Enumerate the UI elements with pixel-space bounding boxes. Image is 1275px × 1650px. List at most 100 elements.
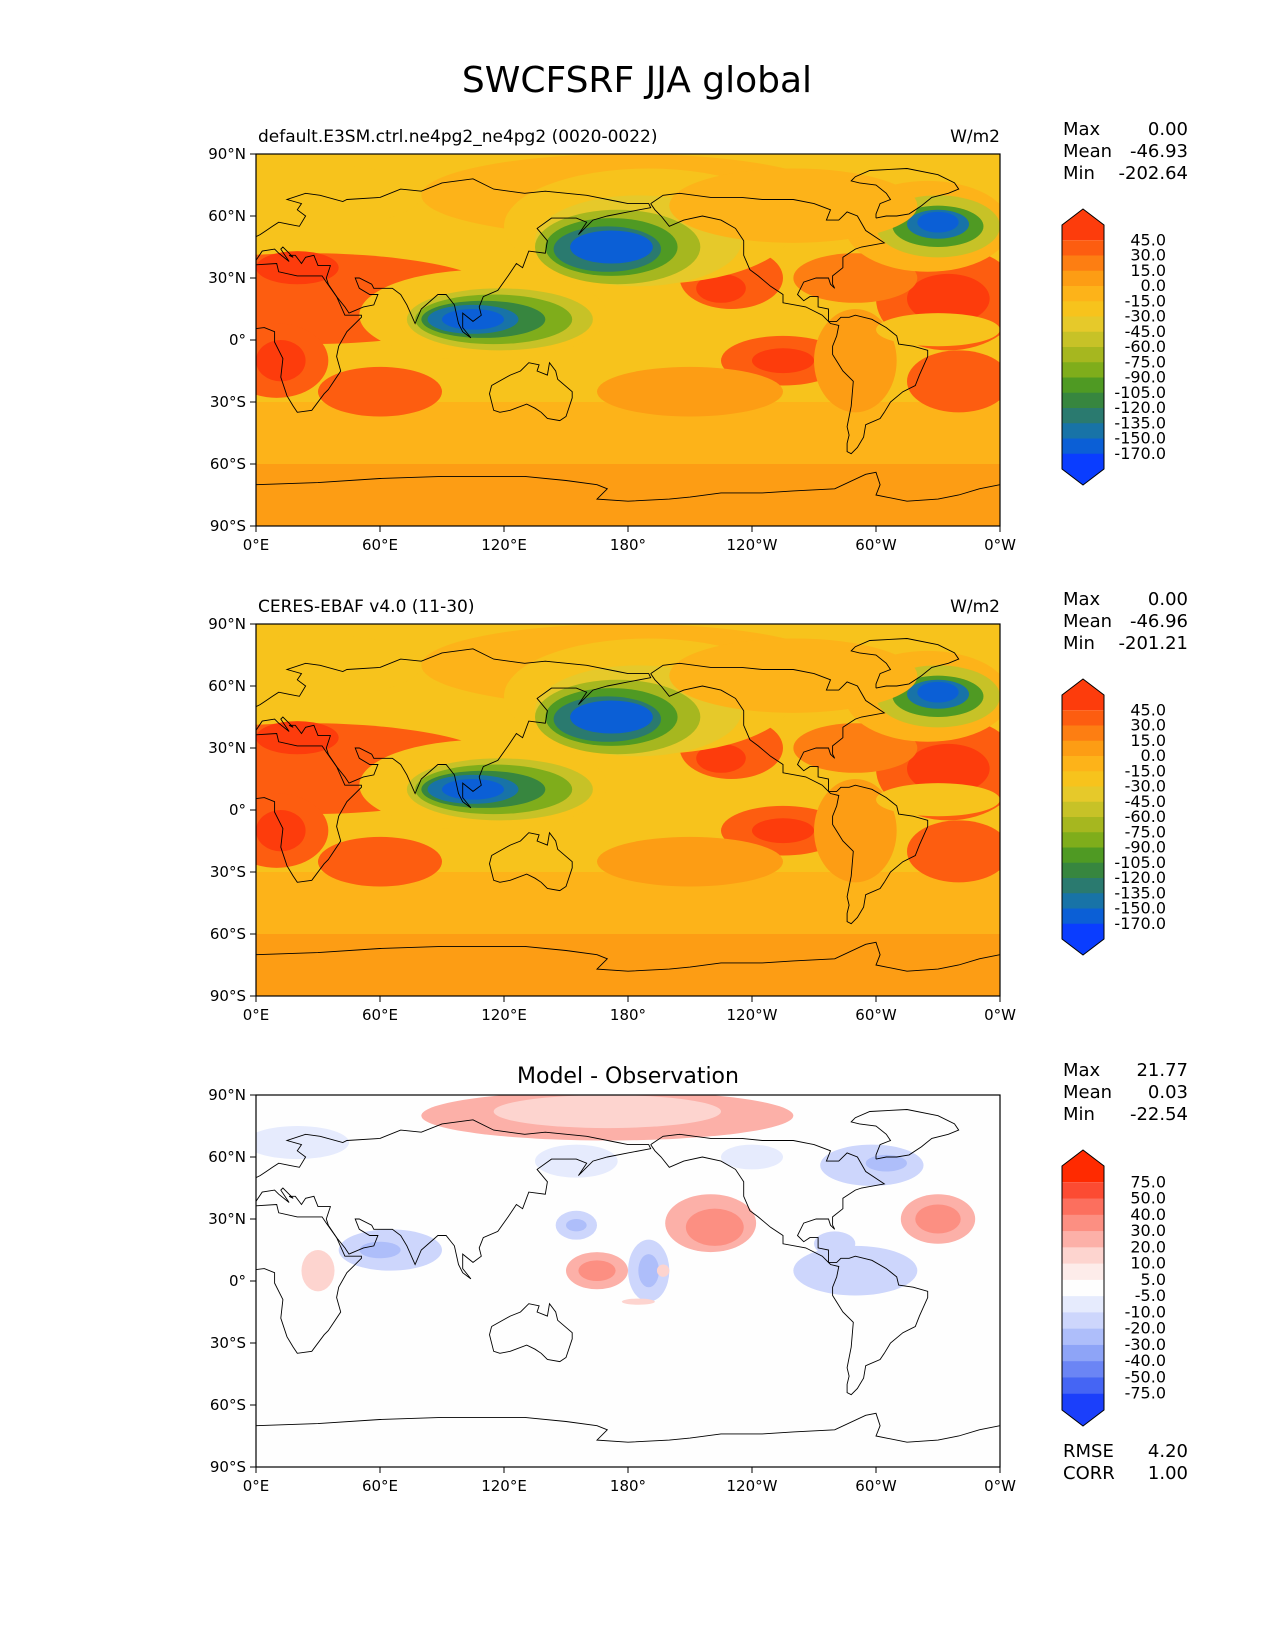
colorbar-segment bbox=[1062, 362, 1104, 378]
field-contour bbox=[318, 836, 442, 887]
y-tick-label: 90°N bbox=[208, 145, 246, 163]
stat-value-max: 0.00 bbox=[1148, 119, 1188, 140]
coastline bbox=[256, 178, 652, 339]
y-tick-label: 0° bbox=[229, 1272, 246, 1290]
panel-title: default.E3SM.ctrl.ne4pg2_ne4pg2 (0020-00… bbox=[258, 127, 658, 147]
field-contour bbox=[493, 1095, 721, 1129]
stat-label-mean: Mean bbox=[1063, 1082, 1112, 1103]
colorbar-segment bbox=[1062, 878, 1104, 894]
field-contour bbox=[876, 783, 1000, 817]
colorbar-segment bbox=[1062, 710, 1104, 726]
field-contour bbox=[535, 1144, 618, 1178]
colorbar-segment bbox=[1062, 817, 1104, 833]
colorbar-tick-label: -170.0 bbox=[1114, 914, 1166, 933]
map-panel-3: 0°E 60°E 120°E 180° 120°W 60°W 0°W 90°N 60°N 30°N… bbox=[208, 1060, 1188, 1495]
stat-value-min: -202.64 bbox=[1119, 163, 1188, 184]
stat-value-mean: 0.03 bbox=[1148, 1082, 1188, 1103]
coastline bbox=[850, 638, 960, 689]
field-contour bbox=[752, 818, 814, 844]
colorbar-tick-label: -120.0 bbox=[1114, 868, 1166, 887]
y-tick-label: 60°S bbox=[210, 925, 246, 943]
colorbar-segment bbox=[1062, 756, 1104, 772]
field-contour bbox=[721, 1144, 783, 1170]
map-field bbox=[256, 624, 1000, 996]
colorbar-segment bbox=[1062, 1328, 1104, 1346]
field-contour bbox=[685, 1208, 744, 1246]
field-contour bbox=[256, 1126, 349, 1160]
field-contour bbox=[793, 1245, 918, 1296]
x-tick-label: 0°E bbox=[243, 1477, 270, 1495]
colorbar-segment bbox=[1062, 847, 1104, 864]
coastline bbox=[256, 263, 362, 413]
field-contour bbox=[752, 348, 814, 374]
x-tick-label: 180° bbox=[610, 1006, 646, 1024]
coastline bbox=[256, 1119, 652, 1280]
field-contour bbox=[578, 1260, 616, 1281]
colorbar-segment bbox=[1062, 801, 1104, 818]
colorbar-segment bbox=[1062, 862, 1104, 879]
x-tick-label: 60°W bbox=[855, 1006, 897, 1024]
x-tick-label: 120°W bbox=[727, 1006, 778, 1024]
colorbar-tick-label: 50.0 bbox=[1130, 1189, 1166, 1208]
colorbar-segment bbox=[1062, 1182, 1104, 1200]
colorbar-segment bbox=[1062, 1279, 1104, 1297]
corr-value: 1.00 bbox=[1148, 1463, 1188, 1484]
field-contour bbox=[621, 1298, 655, 1305]
colorbar-segment bbox=[1062, 908, 1104, 925]
colorbar-segment bbox=[1062, 679, 1104, 711]
field-contour bbox=[570, 230, 653, 264]
field-contour bbox=[638, 1254, 660, 1288]
colorbar-tick-label: 15.0 bbox=[1130, 261, 1166, 280]
colorbar-segment bbox=[1062, 1150, 1104, 1183]
colorbar-tick-label: 5.0 bbox=[1141, 1270, 1166, 1289]
colorbar-segment bbox=[1062, 377, 1104, 394]
y-tick-label: 30°N bbox=[208, 1210, 246, 1228]
colorbar-tick-label: -105.0 bbox=[1114, 383, 1166, 402]
colorbar-tick-label: 30.0 bbox=[1130, 246, 1166, 265]
colorbar-tick-label: -30.0 bbox=[1125, 307, 1166, 326]
panel-title: Model - Observation bbox=[517, 1064, 739, 1089]
colorbar-tick-label: 30.0 bbox=[1130, 1221, 1166, 1240]
colorbar-segment bbox=[1062, 1198, 1104, 1216]
colorbar-tick-label: -45.0 bbox=[1125, 792, 1166, 811]
colorbar-segment bbox=[1062, 832, 1104, 848]
rmse-value: 4.20 bbox=[1148, 1441, 1188, 1462]
field-contour bbox=[318, 366, 442, 417]
colorbar-segment bbox=[1062, 316, 1104, 333]
y-tick-label: 0° bbox=[229, 331, 246, 349]
coastline bbox=[650, 662, 929, 925]
colorbar-segment bbox=[1062, 1296, 1104, 1313]
y-tick-label: 30°S bbox=[210, 393, 246, 411]
coastline bbox=[256, 1412, 1000, 1443]
colorbar-tick-label: -90.0 bbox=[1125, 838, 1166, 857]
field-contour bbox=[814, 1231, 856, 1257]
coastline bbox=[850, 168, 960, 219]
field-contour bbox=[669, 638, 918, 713]
stat-label-min: Min bbox=[1063, 1104, 1095, 1125]
colorbar-segment bbox=[1062, 286, 1104, 302]
colorbar-segment bbox=[1062, 301, 1104, 317]
colorbar-segment bbox=[1062, 786, 1104, 803]
colorbar-segment bbox=[1062, 423, 1104, 439]
colorbar-tick-label: -15.0 bbox=[1125, 291, 1166, 310]
x-tick-label: 120°E bbox=[481, 1006, 527, 1024]
x-tick-label: 120°W bbox=[727, 1477, 778, 1495]
coastline bbox=[256, 471, 1000, 502]
colorbar: 45.030.015.00.0-15.0-30.0-45.0-60.0-75.0… bbox=[1061, 208, 1166, 486]
coastline bbox=[256, 1204, 362, 1354]
colorbar-tick-label: 0.0 bbox=[1141, 276, 1166, 295]
map-field bbox=[256, 154, 1000, 526]
y-tick-label: 60°N bbox=[208, 677, 246, 695]
x-tick-label: 180° bbox=[610, 536, 646, 554]
colorbar-tick-label: -150.0 bbox=[1114, 899, 1166, 918]
colorbar-tick-label: 0.0 bbox=[1141, 746, 1166, 765]
x-tick-label: 0°W bbox=[984, 536, 1016, 554]
x-tick-label: 120°W bbox=[727, 536, 778, 554]
colorbar-tick-label: 75.0 bbox=[1130, 1172, 1166, 1191]
y-tick-label: 30°N bbox=[208, 739, 246, 757]
colorbar-tick-label: -60.0 bbox=[1125, 337, 1166, 356]
field-contour bbox=[566, 1219, 587, 1232]
colorbar-tick-label: 45.0 bbox=[1130, 230, 1166, 249]
field-contour bbox=[814, 309, 897, 413]
stat-label-max: Max bbox=[1063, 1060, 1101, 1081]
